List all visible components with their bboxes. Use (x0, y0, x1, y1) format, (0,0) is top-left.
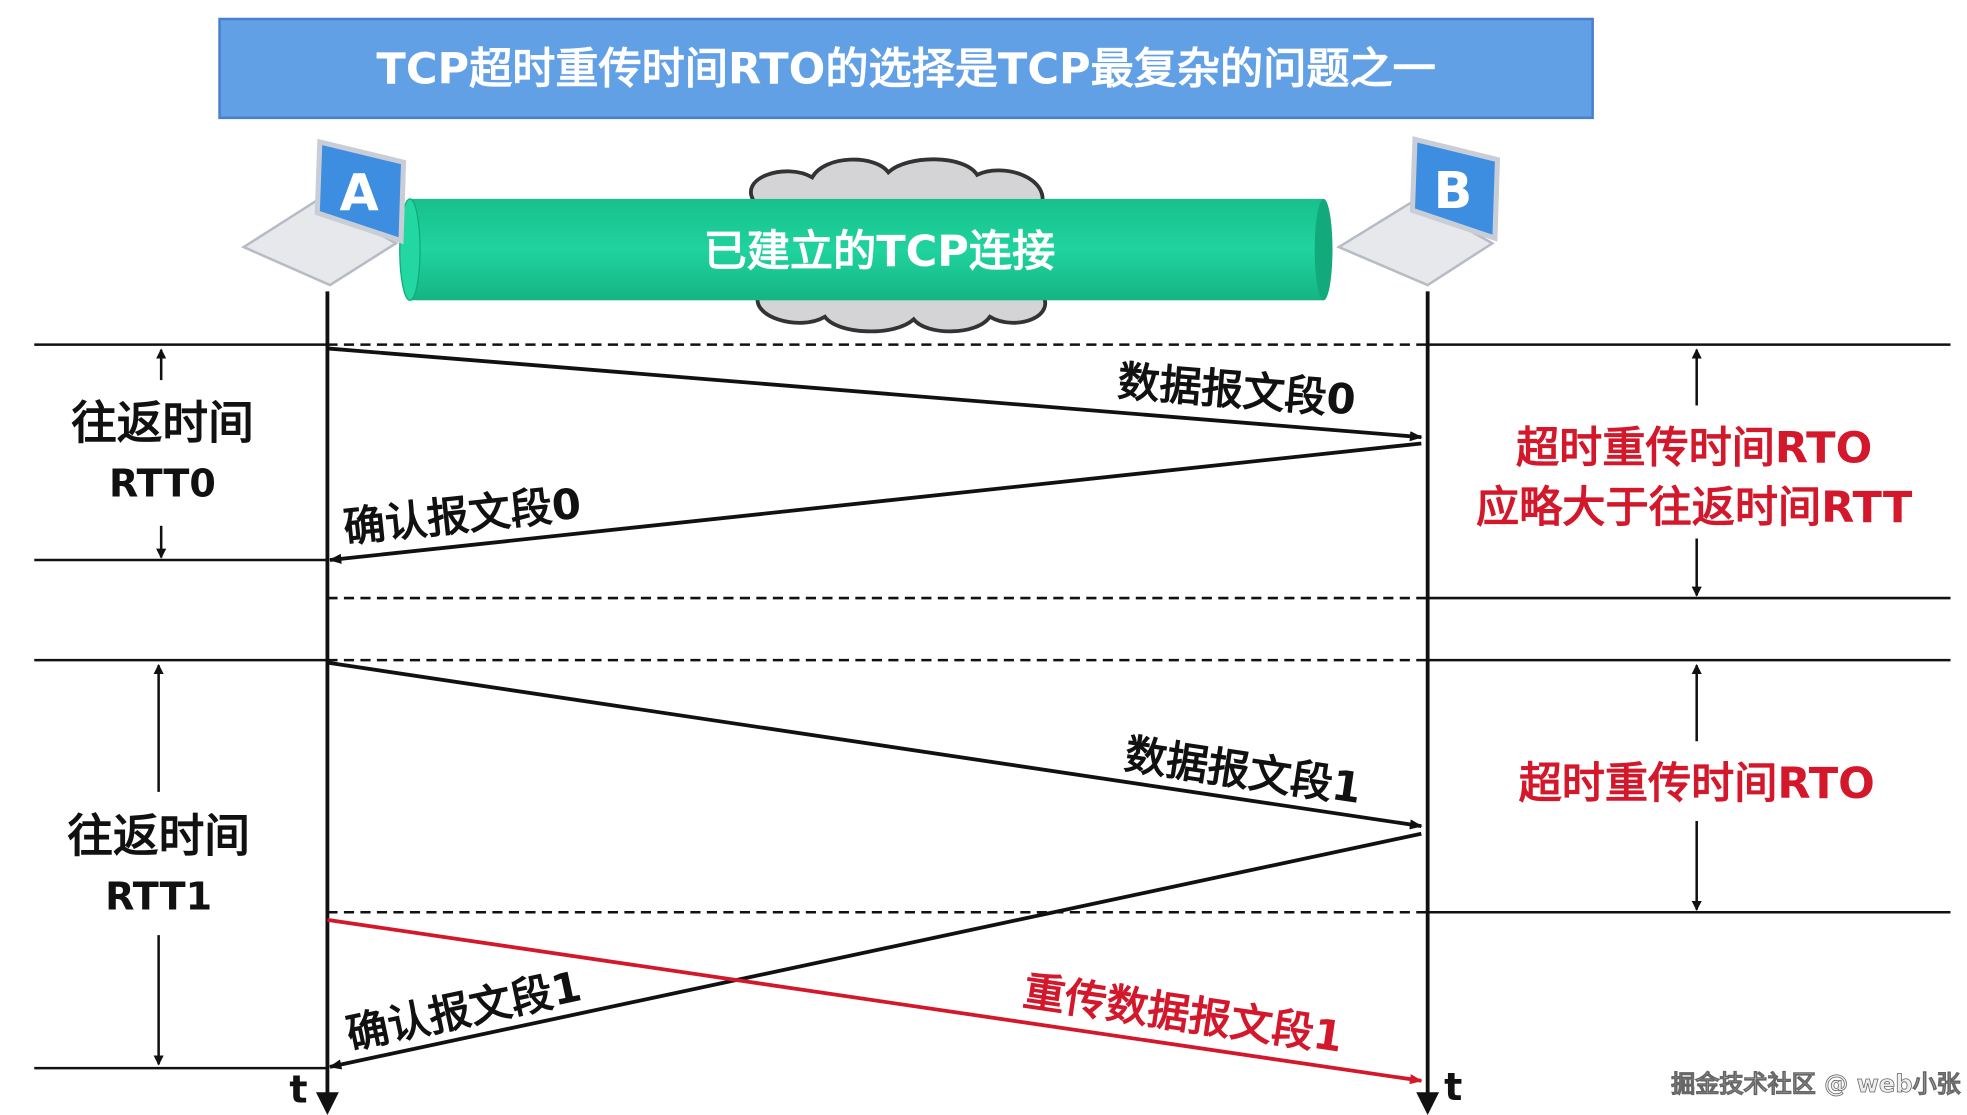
rto-label: 超时重传时间RTO (1519, 759, 1875, 809)
time-axis-b-label: t (1444, 1065, 1462, 1109)
laptop-b-icon: B (1336, 136, 1501, 287)
rtt1-label: 往返时间 (67, 809, 250, 862)
title-text: TCP超时重传时间RTO的选择是TCP最复杂的问题之一 (376, 45, 1435, 95)
ack-segment-1-label: 确认报文段1 (342, 961, 585, 1058)
host-b-label: B (1434, 161, 1473, 220)
host-a-label: A (339, 163, 378, 222)
reference-lines (34, 343, 1951, 1070)
laptop-a-icon: A (240, 138, 407, 287)
rto-note-line1: 超时重传时间RTO (1516, 424, 1872, 474)
time-axis-a-label: t (289, 1067, 307, 1111)
data-segment-1-arrow (327, 660, 1423, 830)
data-segment-0-arrow (327, 346, 1423, 442)
rto-note-line2: 应略大于往返时间RTT (1476, 483, 1913, 533)
rtt0-label: 往返时间 (71, 396, 254, 449)
rtt0-value: RTT0 (109, 462, 216, 506)
ack-segment-1-arrow (328, 831, 1422, 1070)
retransmit-segment-1-arrow (327, 917, 1423, 1085)
ack-segment-0-label: 确认报文段0 (341, 479, 583, 553)
title-banner: TCP超时重传时间RTO的选择是TCP最复杂的问题之一 (218, 17, 1594, 120)
rtt1-value: RTT1 (105, 875, 212, 919)
ack-segment-0-arrow (328, 441, 1422, 564)
watermark: 掘金技术社区 @ web小张 (1671, 1070, 1961, 1098)
connection-label: 已建立的TCP连接 (704, 227, 1056, 277)
tcp-connection-pipe: 已建立的TCP连接 (399, 198, 1333, 301)
